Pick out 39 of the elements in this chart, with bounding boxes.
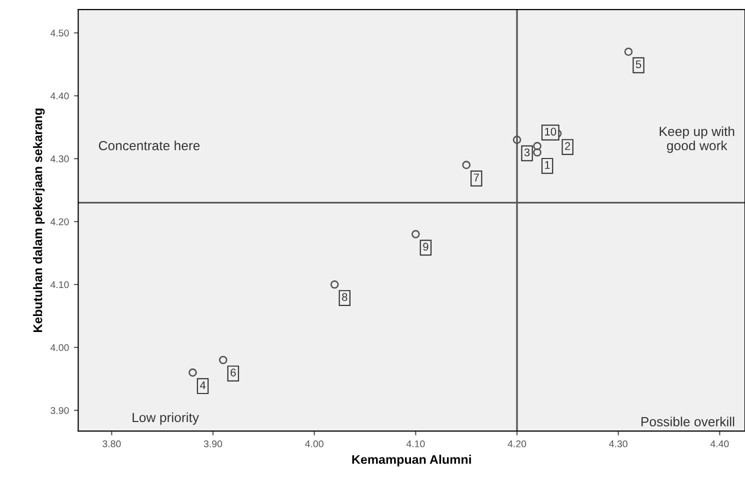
text: 1	[545, 161, 550, 169]
x-tick-label: 4.00	[305, 440, 324, 448]
text: 4	[200, 381, 206, 389]
annotation: Low priority	[132, 412, 200, 425]
text: 6	[230, 368, 236, 377]
text: 3	[524, 148, 530, 156]
point	[624, 48, 633, 56]
annotation: Possible overkill	[641, 416, 734, 426]
x-tick-label: 3.80	[102, 440, 121, 448]
text: 2	[565, 142, 570, 150]
annotation: Keep up with good work	[660, 126, 734, 153]
x-tick-label: 4.40	[710, 440, 729, 448]
point	[462, 160, 470, 170]
point	[412, 230, 420, 238]
y-tick-label: 4.50	[50, 30, 69, 36]
x-tick-label: 4.30	[609, 440, 628, 448]
annotation: Concentrate here	[98, 140, 200, 150]
text: 7	[474, 174, 479, 182]
x-tick-label: 4.10	[406, 440, 425, 448]
y-tick-label: 4.00	[50, 344, 69, 352]
x-tick-label: 3.90	[204, 440, 222, 448]
y-tick-label: 4.40	[50, 92, 69, 100]
point	[533, 148, 542, 157]
point	[218, 356, 228, 364]
x-tick-label: 4.20	[508, 440, 526, 448]
y-tick-label: 4.10	[50, 281, 69, 288]
text: 10	[545, 128, 556, 136]
y-tick-label: 4.20	[50, 218, 69, 226]
point	[188, 368, 197, 377]
y-axis-title: Kebutuhan dalam pekerjaan sekarang	[33, 108, 45, 332]
text: 5	[636, 60, 642, 68]
point	[533, 142, 542, 150]
text: 8	[342, 293, 348, 302]
text: 9	[423, 242, 428, 251]
point	[330, 280, 339, 289]
point	[512, 136, 522, 144]
y-tick-label: 3.90	[50, 407, 69, 414]
y-tick-label: 4.30	[50, 155, 69, 162]
x-axis-title: Kemampuan Alumni	[352, 454, 471, 466]
